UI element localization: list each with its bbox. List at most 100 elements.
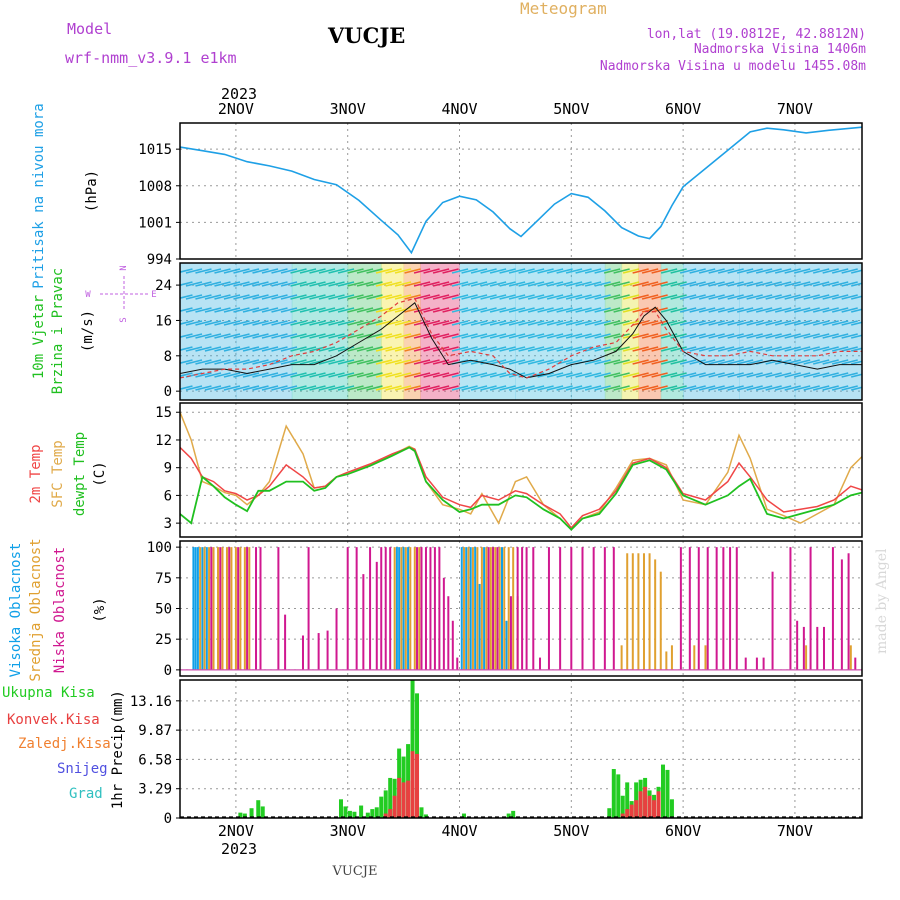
wind-arrow	[832, 268, 849, 274]
wind-arrow	[622, 385, 640, 391]
cloud-bar	[631, 553, 634, 670]
wind-arrow	[347, 359, 364, 365]
wind-arrow	[708, 294, 725, 300]
cloud-bar	[704, 645, 707, 670]
wind-arrow	[632, 346, 649, 352]
wind-arrow	[803, 333, 820, 339]
cloud-bar	[498, 547, 501, 670]
wind-arrow	[784, 385, 801, 391]
wind-arrow	[679, 372, 697, 378]
wind-arrow	[185, 268, 203, 274]
wind-arrow	[252, 281, 269, 287]
wind-arrow	[356, 346, 374, 352]
cloud-ylabel-high: Visoka Oblacnost	[8, 543, 24, 678]
panel-content	[180, 411, 862, 531]
wind-arrow	[337, 346, 355, 352]
wind-arrow	[708, 320, 725, 326]
top-year-label: 2023	[221, 85, 257, 103]
wind-arrow	[309, 281, 326, 287]
cloud-bar	[489, 547, 492, 670]
wind-arrow	[613, 307, 630, 313]
cloud-bar	[469, 547, 472, 670]
wind-arrow	[708, 372, 725, 378]
wind-arrow	[470, 307, 488, 313]
wind-arrow	[632, 359, 649, 365]
wind-arrow	[746, 372, 763, 378]
wind-arrow	[252, 307, 269, 313]
wind-arrow	[413, 372, 431, 378]
precip-bar	[359, 805, 364, 818]
wind-arrow	[185, 294, 203, 300]
wind-arrow	[423, 268, 440, 274]
wind-arrow	[851, 269, 862, 274]
wind-arrow	[423, 346, 440, 352]
wind-arrow	[622, 359, 640, 365]
wind-arrow	[375, 294, 393, 300]
wind-arrow	[508, 294, 526, 300]
wind-arrow	[746, 333, 763, 339]
wind-arrow	[328, 346, 345, 352]
wind-arrow	[366, 333, 383, 339]
wind-arrow	[679, 385, 697, 391]
wind-arrow	[736, 359, 754, 365]
wind-arrow	[793, 320, 811, 326]
cloud-unit: (%)	[92, 597, 108, 622]
wind-arrow	[841, 346, 858, 352]
wind-arrow	[793, 307, 811, 313]
wind-arrow	[774, 268, 792, 274]
precip-bar	[625, 809, 630, 818]
wind-arrow	[708, 333, 725, 339]
cloud-bar	[429, 547, 432, 670]
wind-arrow	[223, 333, 241, 339]
wind-arrow	[489, 307, 507, 313]
wind-arrow	[698, 385, 716, 391]
wind-arrow	[185, 359, 203, 365]
cloud-bar	[525, 547, 528, 670]
wind-arrow	[793, 281, 811, 287]
wind-arrow	[347, 346, 364, 352]
wind-arrow	[461, 372, 478, 378]
wind-arrow	[261, 294, 279, 300]
wind-arrow	[755, 294, 773, 300]
top-day-label: 2NOV	[218, 100, 254, 118]
cloud-bar	[512, 547, 515, 670]
wind-arrow	[271, 294, 288, 300]
wind-arrow	[195, 372, 212, 378]
cloud-bar	[438, 547, 441, 670]
cloud-bar	[642, 553, 645, 670]
wind-arrow	[774, 294, 792, 300]
wind-arrow	[689, 385, 706, 391]
wind-arrow	[261, 307, 279, 313]
wind-arrow	[594, 268, 611, 274]
cloud-bar	[802, 626, 805, 670]
wind-arrow	[375, 385, 393, 391]
wind-arrow	[841, 385, 858, 391]
bottom-year-label: 2023	[221, 840, 257, 858]
wind-arrow	[442, 359, 459, 365]
wind-arrow	[290, 333, 307, 339]
cloud-bar	[637, 553, 640, 670]
wind-arrow	[442, 346, 459, 352]
cloud-bar	[665, 651, 668, 670]
y-tick-label: 12	[155, 433, 172, 449]
wind-arrow	[385, 268, 402, 274]
wind-arrow	[660, 385, 678, 391]
wind-arrow	[328, 268, 345, 274]
wind-arrow	[717, 320, 735, 326]
wind-arrow	[223, 294, 241, 300]
wind-arrow	[214, 333, 231, 339]
wind-arrow	[651, 372, 668, 378]
wind-unit: (m/s)	[80, 310, 96, 352]
wind-arrow	[195, 359, 212, 365]
cloud-bar	[789, 547, 792, 670]
pressure-unit: (hPa)	[84, 170, 100, 212]
cloud-bar	[212, 547, 215, 670]
wind-arrow	[180, 268, 193, 273]
wind-arrow	[252, 385, 269, 391]
wind-arrow	[261, 372, 279, 378]
cloud-bar	[326, 630, 329, 670]
wind-arrow	[784, 281, 801, 287]
cloud-bar	[483, 547, 486, 670]
precip-legend-item: Snijeg	[57, 761, 108, 777]
wind-arrow	[432, 333, 450, 339]
